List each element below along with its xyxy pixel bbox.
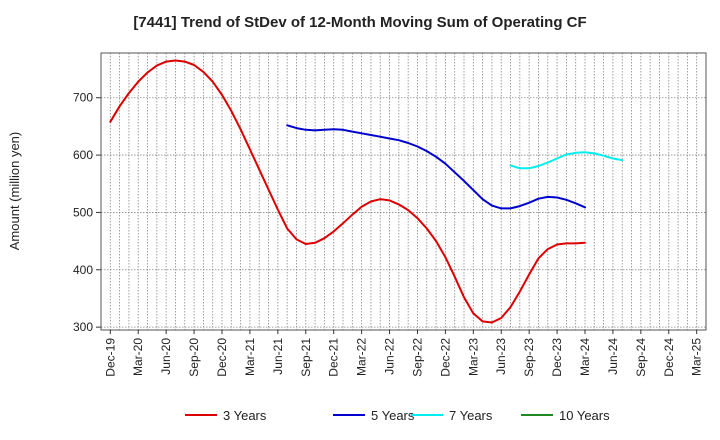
x-tick-label: Sep-23 bbox=[522, 338, 536, 377]
y-tick-label: 300 bbox=[73, 320, 93, 334]
y-tick-label: 500 bbox=[73, 205, 93, 219]
legend-label: 10 Years bbox=[559, 408, 610, 423]
x-tick-label: Mar-25 bbox=[690, 338, 704, 376]
x-tick-label: Dec-24 bbox=[662, 338, 676, 377]
x-tick-label: Mar-23 bbox=[466, 338, 480, 376]
x-tick-label: Sep-24 bbox=[634, 338, 648, 377]
series-line-5-years bbox=[286, 124, 586, 210]
legend-label: 5 Years bbox=[371, 408, 415, 423]
x-tick-label: Mar-22 bbox=[355, 338, 369, 376]
x-tick-label: Mar-21 bbox=[243, 338, 257, 376]
tick-labels: 300 400 500 600 700 Dec-19 Mar-20 Jun-20 Sep-20 D… bbox=[73, 91, 704, 377]
x-tick-label: Jun-21 bbox=[271, 338, 285, 375]
series-lines bbox=[109, 59, 624, 324]
x-tick-label: Mar-20 bbox=[131, 338, 145, 376]
x-tick-label: Jun-24 bbox=[606, 338, 620, 375]
chart-title: [7441] Trend of StDev of 12-Month Moving… bbox=[133, 14, 587, 31]
y-axis-label: Amount (million yen) bbox=[7, 132, 22, 251]
y-tick-label: 400 bbox=[73, 263, 93, 277]
legend: 3 Years 5 Years 7 Years 10 Years bbox=[185, 408, 610, 423]
series-line-3-years bbox=[109, 59, 586, 324]
legend-label: 3 Years bbox=[223, 408, 267, 423]
x-tick-label: Mar-24 bbox=[578, 338, 592, 376]
x-tick-label: Dec-20 bbox=[215, 338, 229, 377]
y-tick-label: 600 bbox=[73, 148, 93, 162]
x-tick-label: Sep-21 bbox=[299, 338, 313, 377]
x-tick-label: Jun-20 bbox=[159, 338, 173, 375]
plot-frame bbox=[100, 52, 707, 331]
x-tick-label: Dec-23 bbox=[550, 338, 564, 377]
x-tick-label: Jun-23 bbox=[494, 338, 508, 375]
x-tick-label: Jun-22 bbox=[383, 338, 397, 375]
grid-lines bbox=[101, 53, 706, 330]
x-tick-label: Dec-19 bbox=[103, 338, 117, 377]
x-tick-label: Sep-22 bbox=[410, 338, 424, 377]
axes bbox=[96, 52, 707, 334]
x-tick-label: Dec-21 bbox=[327, 338, 341, 377]
x-tick-label: Sep-20 bbox=[187, 338, 201, 377]
x-tick-label: Dec-22 bbox=[438, 338, 452, 377]
legend-label: 7 Years bbox=[449, 408, 493, 423]
series-line-7-years bbox=[509, 151, 624, 170]
y-tick-label: 700 bbox=[73, 91, 93, 105]
